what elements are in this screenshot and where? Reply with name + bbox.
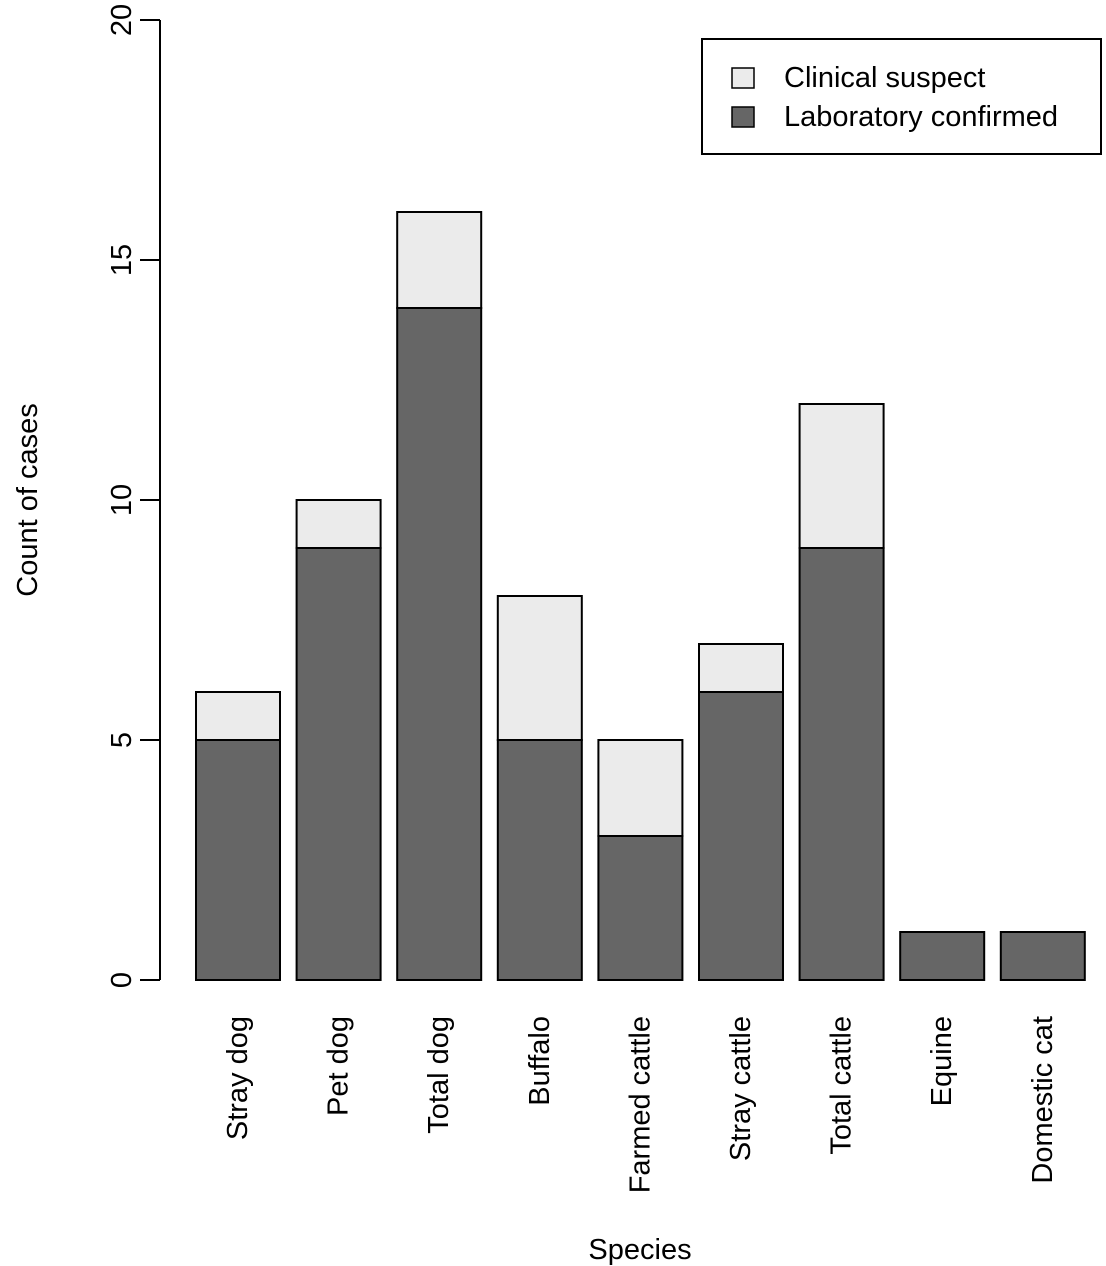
y-tick-label: 20 [106, 4, 138, 36]
x-tick-label: Pet dog [323, 1016, 355, 1116]
bars-layer [195, 211, 1086, 981]
bar-confirmed-domestic-cat [999, 931, 1086, 981]
x-axis-label: Species [588, 1234, 691, 1266]
bar-confirmed-total-dog [396, 307, 483, 981]
bar-suspect-pet-dog [295, 499, 382, 549]
bar-confirmed-stray-cattle [698, 691, 784, 981]
x-tick-label: Stray cattle [725, 1016, 757, 1161]
x-tick-label: Buffalo [524, 1016, 556, 1106]
x-tick-label: Farmed cattle [624, 1016, 656, 1193]
bar-suspect-total-cattle [798, 403, 885, 549]
bar-suspect-stray-cattle [698, 643, 784, 693]
bar-confirmed-equine [899, 931, 986, 981]
legend-box [701, 38, 1102, 155]
y-axis: 0 5 10 15 20 [106, 4, 161, 988]
y-tick-label: 15 [106, 244, 138, 276]
bar-confirmed-total-cattle [798, 547, 885, 981]
bar-suspect-stray-dog [195, 691, 281, 741]
legend-swatch [731, 67, 755, 89]
y-tick-label: 0 [106, 972, 138, 988]
y-tick-label: 10 [106, 484, 138, 516]
bar-suspect-farmed-cattle [597, 739, 684, 837]
y-axis-label: Count of cases [12, 403, 44, 596]
x-tick-label: Total cattle [826, 1016, 858, 1155]
x-tick-label: Domestic cat [1027, 1016, 1059, 1184]
bar-suspect-buffalo [496, 595, 583, 741]
bar-confirmed-buffalo [496, 739, 583, 981]
x-tick-label: Equine [926, 1016, 958, 1106]
legend-swatch [731, 106, 755, 128]
bar-confirmed-farmed-cattle [597, 835, 684, 981]
x-tick-label: Stray dog [222, 1016, 254, 1140]
x-tick-label: Total dog [423, 1016, 455, 1134]
bar-confirmed-stray-dog [195, 739, 281, 981]
x-axis: Stray dog Pet dog Total dog Buffalo Farmed c… [222, 1016, 1059, 1193]
bar-suspect-total-dog [396, 211, 483, 309]
legend-label: Laboratory confirmed [784, 101, 1058, 133]
legend: Clinical suspect Laboratory confirmed [701, 38, 1102, 155]
bar-confirmed-pet-dog [295, 547, 382, 981]
y-tick-label: 5 [106, 732, 138, 748]
legend-label: Clinical suspect [784, 62, 985, 94]
